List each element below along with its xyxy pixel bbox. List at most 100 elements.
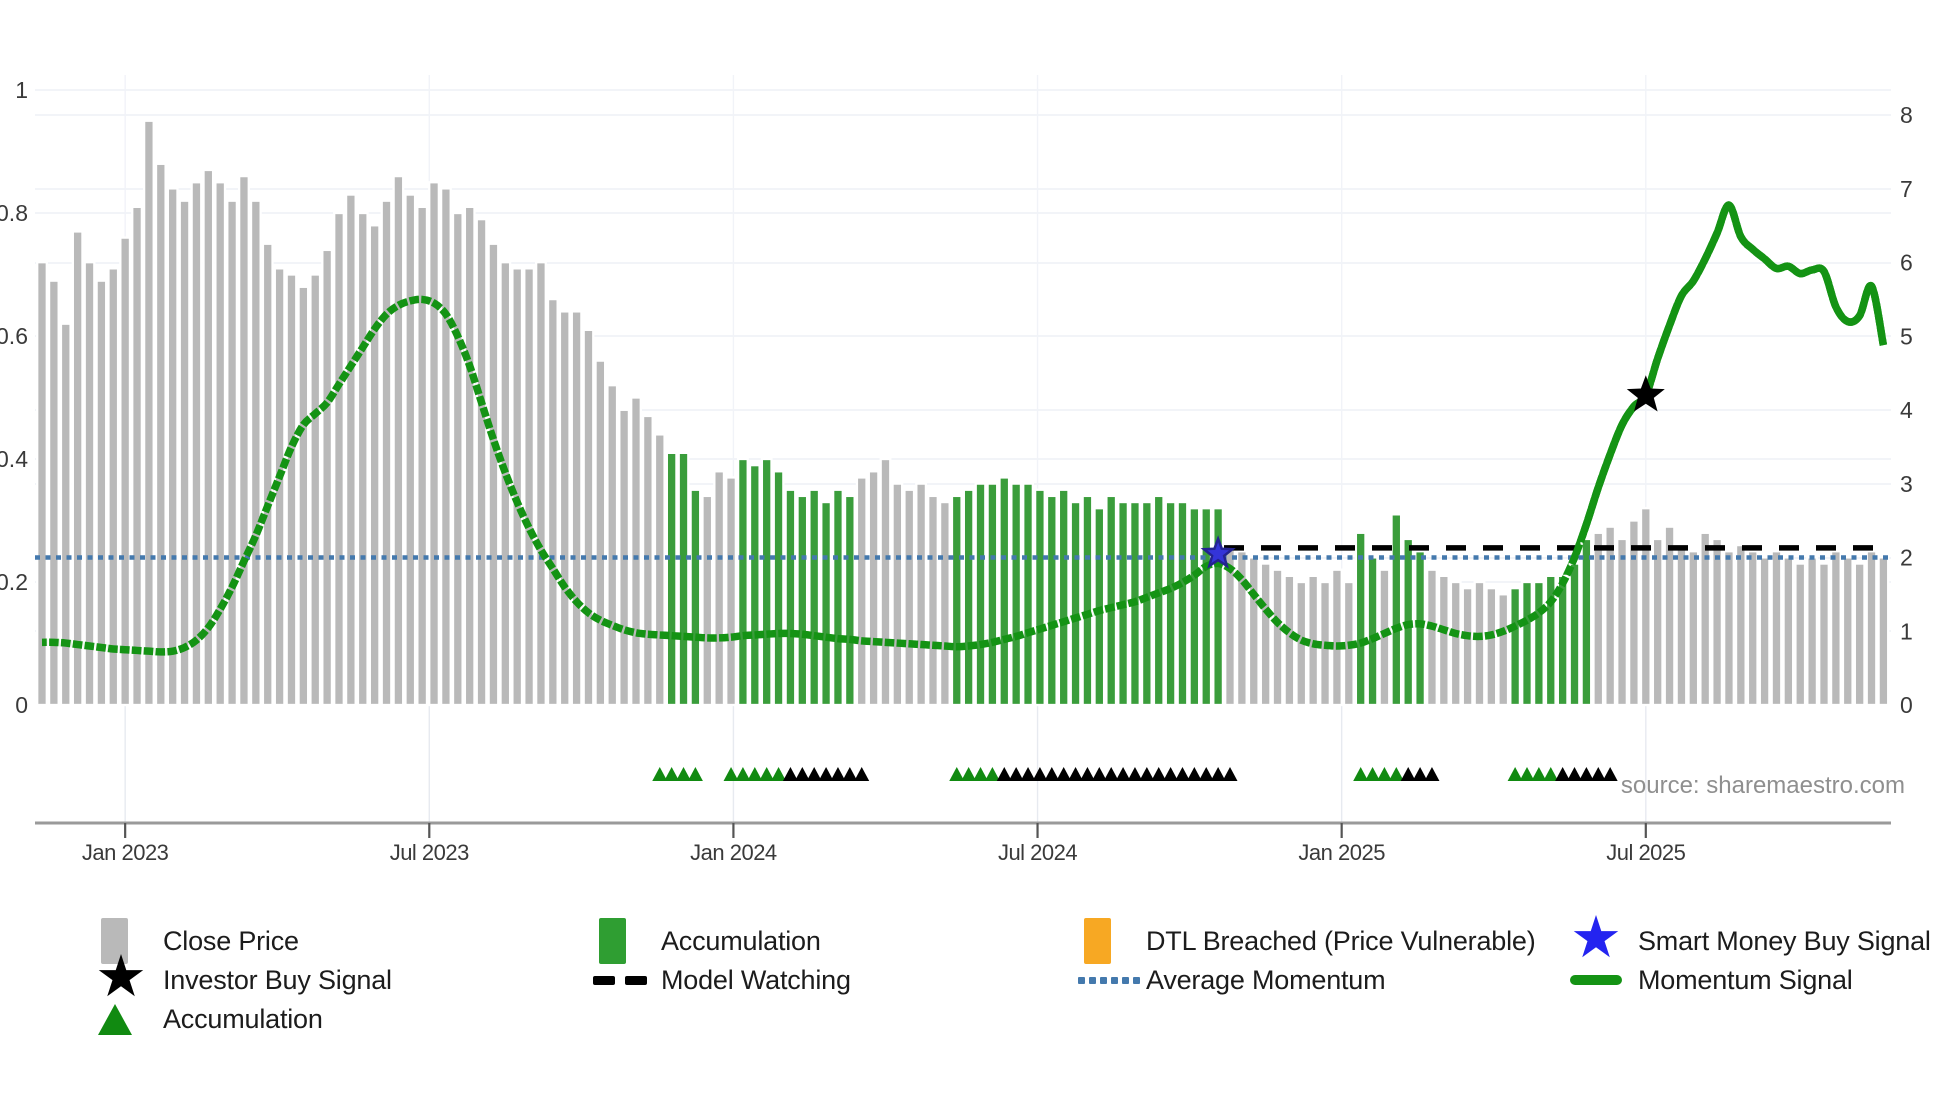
price-momentum-chart[interactable]: Jan 2023 Jul 2023 Jan 2024 Jul 2024 Jan 2025… bbox=[0, 0, 1960, 880]
close-price-bar[interactable] bbox=[475, 217, 488, 707]
close-price-bar[interactable] bbox=[1224, 543, 1236, 707]
close-price-bar[interactable] bbox=[546, 297, 559, 707]
close-price-bar[interactable] bbox=[404, 193, 417, 707]
accumulation-bar[interactable] bbox=[1140, 500, 1153, 707]
accumulation-bar[interactable] bbox=[950, 494, 963, 707]
accumulation-bar[interactable] bbox=[1176, 500, 1189, 707]
close-price-bar[interactable] bbox=[238, 174, 250, 707]
accumulation-bar[interactable] bbox=[677, 451, 690, 707]
close-price-bar[interactable] bbox=[439, 187, 452, 707]
close-price-bar[interactable] bbox=[701, 494, 714, 707]
close-price-bar[interactable] bbox=[1651, 537, 1664, 707]
close-price-bar[interactable] bbox=[641, 414, 654, 707]
accumulation-bar[interactable] bbox=[1212, 507, 1225, 707]
close-price-bar[interactable] bbox=[725, 476, 737, 707]
close-price-bar[interactable] bbox=[95, 279, 108, 707]
close-price-bar[interactable] bbox=[1675, 543, 1688, 707]
close-price-bar[interactable] bbox=[879, 457, 892, 707]
close-price-bar[interactable] bbox=[333, 211, 345, 707]
close-price-bar[interactable] bbox=[1877, 556, 1890, 707]
close-price-bar[interactable] bbox=[463, 205, 476, 707]
close-price-bar[interactable] bbox=[1259, 562, 1272, 707]
close-price-bar[interactable] bbox=[59, 322, 72, 707]
close-price-bar[interactable] bbox=[380, 199, 393, 707]
close-price-bar[interactable] bbox=[1770, 550, 1783, 707]
chart-canvas[interactable]: Jan 2023 Jul 2023 Jan 2024 Jul 2024 Jan 2025… bbox=[0, 0, 1960, 880]
close-price-bar[interactable] bbox=[392, 174, 405, 707]
close-price-bar[interactable] bbox=[1853, 562, 1866, 707]
close-price-bar[interactable] bbox=[107, 267, 120, 707]
accumulation-bar[interactable] bbox=[820, 500, 833, 707]
close-price-bar[interactable] bbox=[1330, 568, 1343, 707]
legend-smart-money[interactable]: ★ Smart Money Buy Signal bbox=[1570, 909, 1931, 967]
close-price-bar[interactable] bbox=[1485, 587, 1498, 707]
close-price-bar[interactable] bbox=[1818, 562, 1830, 707]
accumulation-bar[interactable] bbox=[1069, 500, 1082, 707]
close-price-bar[interactable] bbox=[558, 310, 571, 707]
accumulation-bar[interactable] bbox=[1022, 482, 1034, 707]
investor-buy-star[interactable] bbox=[1626, 375, 1665, 412]
close-price-bar[interactable] bbox=[891, 482, 904, 707]
legend-average-momentum[interactable]: Average Momentum bbox=[1078, 956, 1386, 1004]
accumulation-bar[interactable] bbox=[962, 488, 975, 707]
accumulation-bar[interactable] bbox=[1152, 494, 1165, 707]
accumulation-bar[interactable] bbox=[1414, 550, 1427, 707]
close-price-bar[interactable] bbox=[1461, 587, 1474, 707]
accumulation-bar[interactable] bbox=[832, 488, 844, 707]
close-price-bar[interactable] bbox=[154, 162, 167, 707]
close-price-bar[interactable] bbox=[1711, 537, 1724, 707]
close-price-bar[interactable] bbox=[523, 267, 536, 707]
accumulation-bar[interactable] bbox=[1532, 580, 1545, 707]
legend-investor-buy[interactable]: ★ Investor Buy Signal bbox=[95, 948, 392, 1006]
accumulation-bar[interactable] bbox=[1354, 531, 1367, 707]
accumulation-bar[interactable] bbox=[986, 482, 999, 707]
close-price-bar[interactable] bbox=[36, 261, 48, 707]
accumulation-bar[interactable] bbox=[1093, 507, 1106, 707]
close-price-bar[interactable] bbox=[1841, 556, 1854, 707]
accumulation-bar[interactable] bbox=[1509, 587, 1522, 707]
accumulation-bar[interactable] bbox=[1366, 556, 1379, 707]
close-price-bar[interactable] bbox=[594, 359, 607, 707]
close-price-bar[interactable] bbox=[285, 273, 298, 707]
close-price-bar[interactable] bbox=[83, 261, 96, 707]
accumulation-bar[interactable] bbox=[1580, 537, 1593, 707]
close-price-bar[interactable] bbox=[1271, 568, 1284, 707]
legend-accumulation-bar[interactable]: Accumulation bbox=[593, 917, 821, 965]
close-price-bar[interactable] bbox=[915, 482, 928, 707]
accumulation-bar[interactable] bbox=[736, 457, 749, 707]
accumulation-bar[interactable] bbox=[689, 488, 702, 707]
close-price-bar[interactable] bbox=[119, 236, 132, 707]
close-price-bar[interactable] bbox=[1758, 556, 1771, 707]
close-price-bar[interactable] bbox=[1746, 550, 1759, 707]
accumulation-bar[interactable] bbox=[796, 494, 809, 707]
close-price-bar[interactable] bbox=[1247, 556, 1260, 707]
legend-dtl-breached[interactable]: DTL Breached (Price Vulnerable) bbox=[1078, 917, 1536, 965]
close-price-bar[interactable] bbox=[368, 224, 381, 707]
close-price-bar[interactable] bbox=[1592, 531, 1605, 707]
close-price-bar[interactable] bbox=[1497, 593, 1510, 707]
close-price-bar[interactable] bbox=[344, 193, 357, 707]
accumulation-bar[interactable] bbox=[1105, 494, 1118, 707]
accumulation-bar[interactable] bbox=[1057, 488, 1070, 707]
close-price-bar[interactable] bbox=[1794, 562, 1807, 707]
close-price-bar[interactable] bbox=[1699, 531, 1712, 707]
close-price-bar[interactable] bbox=[606, 384, 619, 707]
close-price-bar[interactable] bbox=[855, 476, 868, 707]
close-price-bar[interactable] bbox=[938, 500, 951, 707]
accumulation-bar[interactable] bbox=[1010, 482, 1023, 707]
close-price-bar[interactable] bbox=[1627, 519, 1640, 707]
accumulation-bar[interactable] bbox=[998, 476, 1011, 707]
close-price-bar[interactable] bbox=[249, 199, 262, 707]
close-price-bar[interactable] bbox=[451, 211, 464, 707]
accumulation-bar[interactable] bbox=[1390, 513, 1403, 707]
close-price-bar[interactable] bbox=[356, 211, 369, 707]
close-price-bar[interactable] bbox=[487, 242, 500, 707]
accumulation-bar[interactable] bbox=[784, 488, 797, 707]
accumulation-bar[interactable] bbox=[1200, 507, 1213, 707]
close-price-bar[interactable] bbox=[309, 273, 322, 707]
close-price-bar[interactable] bbox=[1782, 556, 1795, 707]
close-price-bar[interactable] bbox=[1663, 525, 1676, 707]
close-price-bar[interactable] bbox=[47, 279, 60, 707]
accumulation-bar[interactable] bbox=[1045, 494, 1058, 707]
accumulation-bar[interactable] bbox=[974, 482, 987, 707]
